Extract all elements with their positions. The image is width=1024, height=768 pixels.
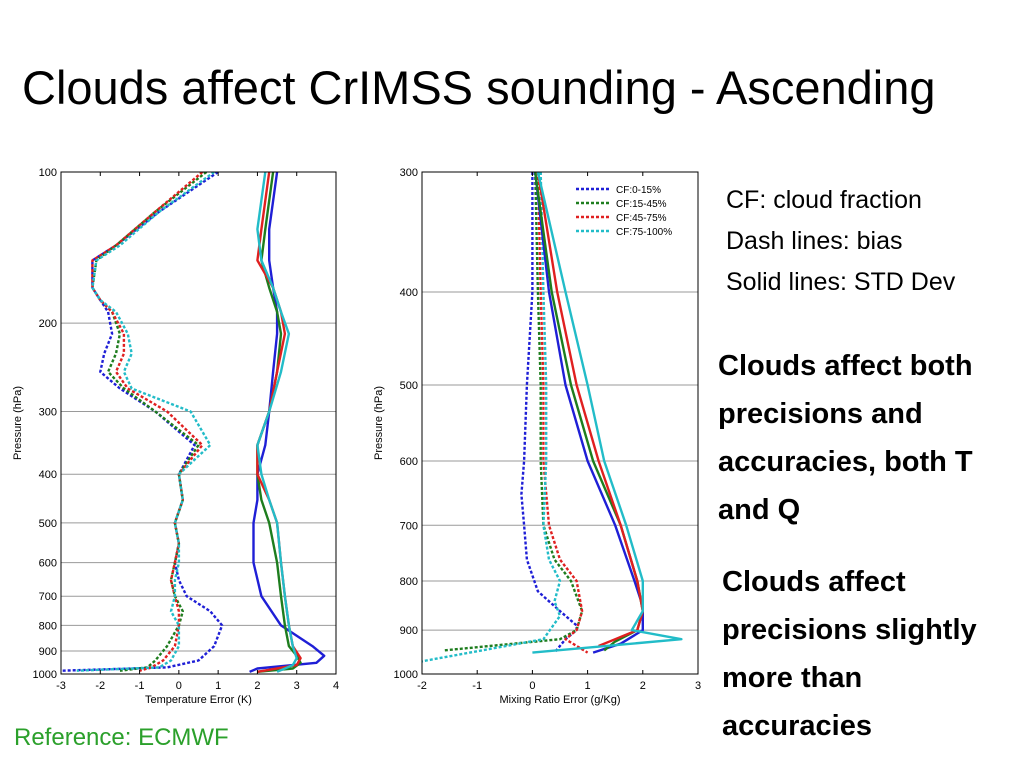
temperature-error-chart: -3 -2 -1 0 1 2 3 4 100 200 300 400 500 600 700 800 900 10…	[12, 167, 339, 706]
x-tick-label: -1	[472, 680, 482, 692]
slide-title: Clouds affect CrIMSS sounding - Ascendin…	[22, 61, 936, 114]
y-axis-label: Pressure (hPa)	[373, 386, 385, 460]
y-tick-label: 800	[39, 620, 57, 632]
series-group	[422, 172, 683, 663]
x-tick-label: -3	[56, 680, 66, 692]
x-tick-label: 0	[176, 680, 182, 692]
x-tick-label: 2	[254, 680, 260, 692]
point-clouds-affect-precisions: Clouds affect precisions slightly more t…	[722, 558, 977, 750]
legend-label: CF:75-100%	[616, 227, 672, 238]
x-tick-label: 1	[585, 680, 591, 692]
point-clouds-affect-both: Clouds affect both precisions and accura…	[718, 342, 973, 534]
y-tick-label: 400	[400, 287, 418, 299]
legend-label: CF:45-75%	[616, 213, 667, 224]
y-tick-label: 300	[400, 167, 418, 179]
mixing-ratio-error-chart: -2 -1 0 1 2 3 300 400 500 600 700 800 900 1000 Mixing …	[373, 167, 701, 706]
series-group	[61, 172, 326, 673]
note-cloud-fraction: CF: cloud fraction	[726, 186, 922, 214]
x-tick-label: 1	[215, 680, 221, 692]
point2-line: precisions slightly	[722, 614, 977, 646]
x-tick-label: -2	[95, 680, 105, 692]
y-tick-label: 900	[400, 625, 418, 637]
x-tick-label: -2	[417, 680, 427, 692]
y-tick-label: 200	[39, 318, 57, 330]
std-dev-line	[534, 172, 644, 652]
bias-line	[76, 172, 215, 672]
y-tick-label: 900	[39, 646, 57, 658]
x-tick-label: 0	[529, 680, 535, 692]
std-dev-line	[256, 172, 302, 673]
y-tick-label: 1000	[394, 669, 418, 681]
legend-label: CF:0-15%	[616, 185, 661, 196]
std-dev-line	[249, 172, 326, 673]
y-tick-label: 500	[400, 380, 418, 392]
std-dev-line	[534, 172, 644, 654]
y-tick-label: 1000	[33, 669, 57, 681]
x-tick-label: 3	[695, 680, 701, 692]
point2-line: accuracies	[722, 710, 872, 742]
point1-line: accuracies, both T	[718, 446, 973, 478]
legend-label: CF:15-45%	[616, 199, 667, 210]
y-tick-label: 600	[400, 456, 418, 468]
y-tick-label: 600	[39, 558, 57, 570]
reference-note: Reference: ECMWF	[14, 724, 229, 751]
x-tick-label: 4	[333, 680, 339, 692]
y-tick-label: 700	[39, 591, 57, 603]
bias-line	[422, 172, 562, 663]
std-dev-line	[532, 172, 683, 654]
point1-line: and Q	[718, 494, 801, 526]
point2-line: more than	[722, 662, 863, 694]
y-tick-label: 300	[39, 407, 57, 419]
plot-frame	[421, 171, 699, 675]
point1-line: precisions and	[718, 398, 923, 430]
std-dev-line	[536, 172, 644, 648]
x-tick-label: 3	[294, 680, 300, 692]
x-axis-label: Temperature Error (K)	[145, 694, 252, 706]
y-tick-label: 700	[400, 520, 418, 532]
x-tick-label: 2	[640, 680, 646, 692]
point1-line: Clouds affect both	[718, 350, 973, 382]
bias-line	[443, 172, 584, 652]
legend-notes: CF: cloud fraction Dash lines: bias Soli…	[726, 180, 955, 303]
plot-frame	[60, 171, 337, 675]
point2-line: Clouds affect	[722, 566, 906, 598]
y-tick-label: 500	[39, 518, 57, 530]
bias-line	[536, 172, 589, 654]
note-solid-lines: Solid lines: STD Dev	[726, 268, 956, 296]
y-tick-label: 100	[39, 167, 57, 179]
note-dash-lines: Dash lines: bias	[726, 227, 903, 255]
y-axis-label: Pressure (hPa)	[12, 386, 24, 460]
y-tick-label: 400	[39, 469, 57, 481]
y-tick-label: 800	[400, 576, 418, 588]
std-dev-line	[256, 172, 298, 673]
x-tick-label: -1	[135, 680, 145, 692]
x-axis-label: Mixing Ratio Error (g/Kg)	[499, 694, 620, 706]
